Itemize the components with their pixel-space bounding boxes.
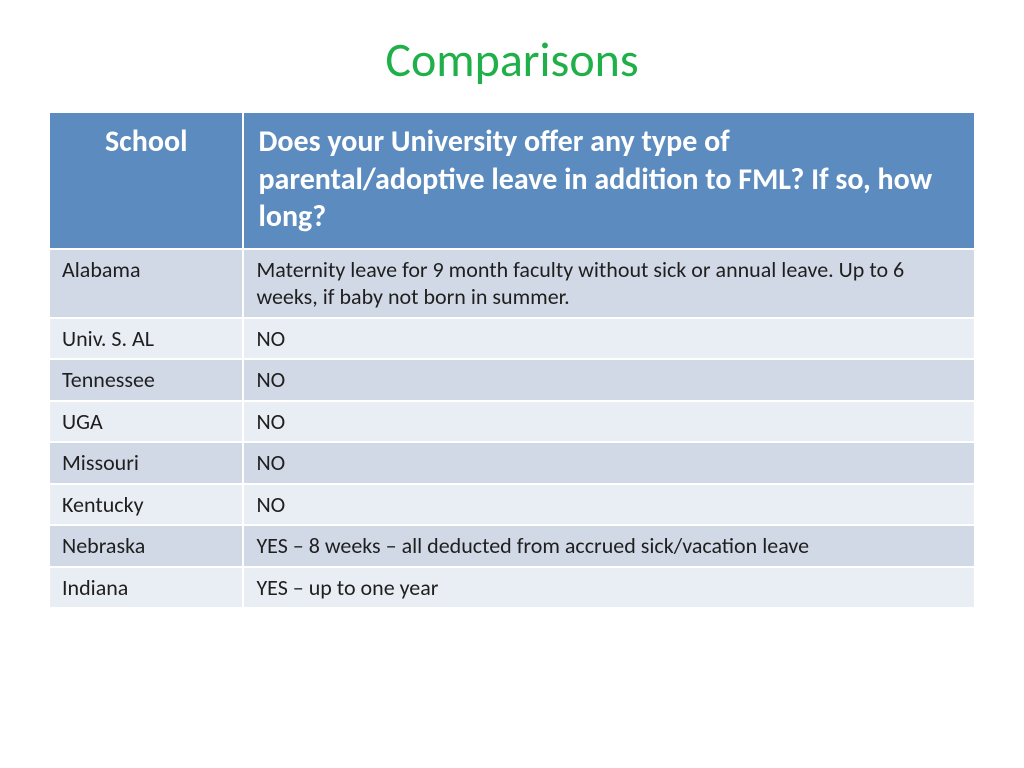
table-row: TennesseeNO (49, 359, 975, 401)
table-row: MissouriNO (49, 442, 975, 484)
table-row: UGANO (49, 401, 975, 443)
cell-answer: Maternity leave for 9 month faculty with… (243, 249, 975, 318)
table-body: AlabamaMaternity leave for 9 month facul… (49, 249, 975, 609)
cell-school: Kentucky (49, 484, 243, 526)
table-row: NebraskaYES – 8 weeks – all deducted fro… (49, 525, 975, 567)
cell-answer: NO (243, 318, 975, 360)
cell-school: UGA (49, 401, 243, 443)
table-header: School Does your University offer any ty… (49, 112, 975, 249)
table-row: Univ. S. ALNO (49, 318, 975, 360)
cell-school: Alabama (49, 249, 243, 318)
slide: Comparisons School Does your University … (0, 0, 1024, 768)
table-row: AlabamaMaternity leave for 9 month facul… (49, 249, 975, 318)
cell-answer: YES – 8 weeks – all deducted from accrue… (243, 525, 975, 567)
cell-school: Tennessee (49, 359, 243, 401)
cell-school: Indiana (49, 567, 243, 609)
cell-school: Missouri (49, 442, 243, 484)
cell-answer: NO (243, 484, 975, 526)
cell-answer: NO (243, 401, 975, 443)
cell-answer: YES – up to one year (243, 567, 975, 609)
cell-school: Univ. S. AL (49, 318, 243, 360)
cell-school: Nebraska (49, 525, 243, 567)
header-school: School (49, 112, 243, 249)
comparison-table: School Does your University offer any ty… (48, 111, 976, 609)
table-row: IndianaYES – up to one year (49, 567, 975, 609)
cell-answer: NO (243, 442, 975, 484)
header-answer: Does your University offer any type of p… (243, 112, 975, 249)
slide-title: Comparisons (48, 30, 976, 89)
table-row: KentuckyNO (49, 484, 975, 526)
cell-answer: NO (243, 359, 975, 401)
